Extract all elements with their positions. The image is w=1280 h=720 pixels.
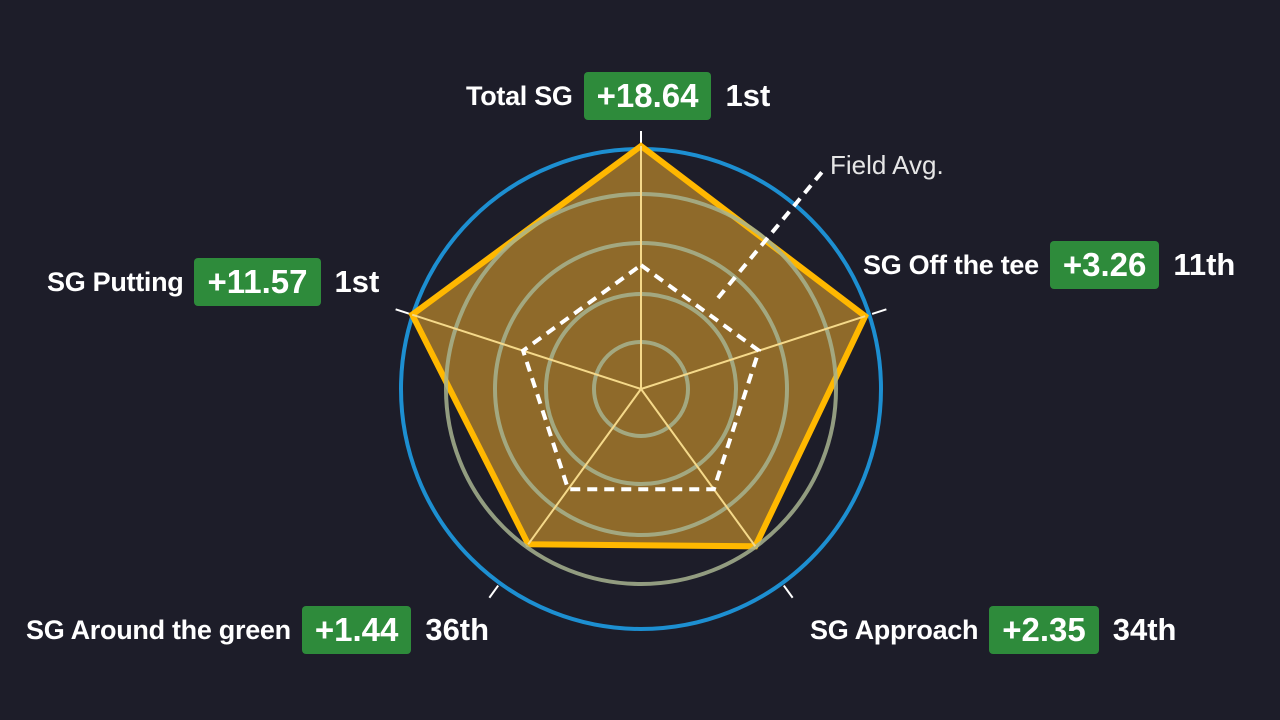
field-average-layer — [520, 170, 824, 492]
spoke-outer-putt — [395, 308, 411, 315]
stat-total-sg: Total SG +18.64 1st — [466, 72, 770, 120]
player-polygon — [408, 142, 869, 550]
value-badge-off-the-tee: +3.26 — [1049, 241, 1160, 289]
stat-approach: SG Approach +2.35 34th — [810, 606, 1176, 654]
stat-off-the-tee: SG Off the tee +3.26 11th — [863, 241, 1235, 289]
spoke-outer-ott — [871, 308, 887, 315]
rank-putting: 1st — [334, 264, 380, 299]
spoke-inner-app — [640, 388, 757, 547]
stat-putting: SG Putting +11.57 1st — [47, 258, 379, 306]
axis-label-around-the-green: SG Around the green — [26, 614, 291, 645]
spoke-outer-app — [783, 585, 794, 599]
axis-label-total-sg: Total SG — [466, 80, 573, 111]
stat-around-the-green: SG Around the green +1.44 36th — [26, 606, 489, 654]
axis-label-off-the-tee: SG Off the tee — [863, 249, 1039, 280]
rank-off-the-tee: 11th — [1173, 247, 1236, 282]
rank-total-sg: 1st — [725, 78, 771, 113]
player-area — [408, 142, 869, 550]
spoke-inner-arg — [527, 388, 642, 545]
value-badge-total-sg: +18.64 — [583, 72, 712, 120]
spoke-inner-ott — [640, 315, 866, 390]
rank-around-the-green: 36th — [425, 612, 490, 647]
value-badge-around-the-green: +1.44 — [301, 606, 412, 654]
field-average-polygon — [520, 262, 762, 492]
spoke-outer-arg — [488, 585, 499, 599]
axis-label-putting: SG Putting — [47, 266, 184, 297]
value-badge-putting: +11.57 — [194, 258, 321, 306]
value-badge-approach: +2.35 — [989, 606, 1099, 654]
outer-spokes — [395, 131, 887, 599]
rank-approach: 34th — [1112, 612, 1177, 647]
field-average-label: Field Avg. — [830, 150, 944, 180]
axis-label-approach: SG Approach — [810, 614, 979, 645]
spoke-inner-putt — [411, 313, 642, 390]
field-average-leader-line — [716, 170, 824, 300]
